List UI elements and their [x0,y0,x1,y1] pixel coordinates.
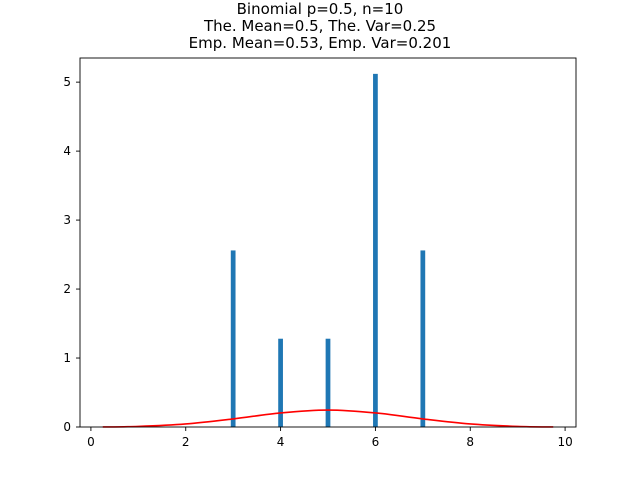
bar-6 [373,73,378,427]
chart-title-line-3: Emp. Mean=0.53, Emp. Var=0.201 [188,34,452,52]
chart-title-line-2: The. Mean=0.5, The. Var=0.25 [203,17,437,35]
y-tick-label-5: 5 [63,75,71,89]
bar-7 [420,250,426,427]
x-tick-label-4: 4 [277,435,285,449]
chart-title-line-1: Binomial p=0.5, n=10 [236,0,404,18]
y-tick-label-4: 4 [63,144,71,158]
x-tick-label-0: 0 [87,435,95,449]
x-tick-label-10: 10 [557,435,572,449]
x-tick-label-2: 2 [182,435,190,449]
y-tick-label-0: 0 [63,420,71,434]
bar-3 [230,250,236,427]
x-tick-label-8: 8 [466,435,474,449]
plot-frame [79,57,577,428]
bar-5 [325,338,331,427]
y-tick-label-3: 3 [63,213,71,227]
bar-4 [278,338,283,427]
y-tick-label-2: 2 [63,282,71,296]
density-line [102,409,554,428]
y-tick-label-1: 1 [63,351,71,365]
x-tick-label-6: 6 [372,435,380,449]
